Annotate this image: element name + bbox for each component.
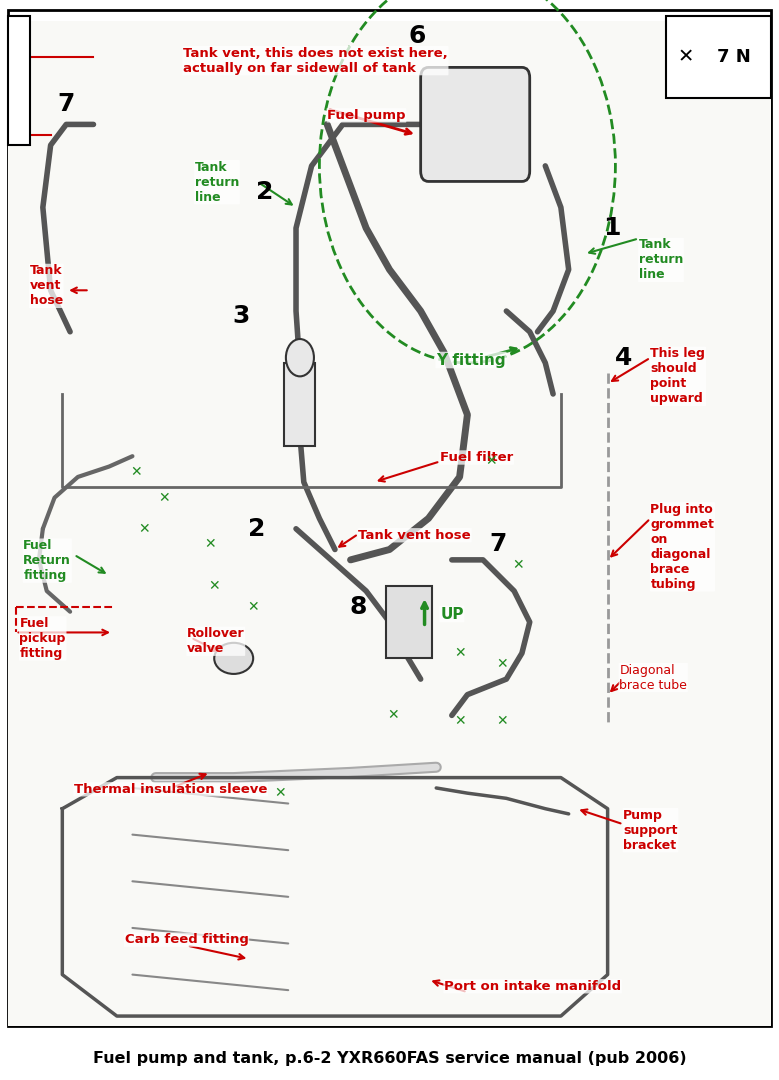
Text: Tank
vent
hose: Tank vent hose (30, 265, 63, 308)
Text: Thermal insulation sleeve: Thermal insulation sleeve (74, 783, 267, 796)
Text: ✕: ✕ (678, 48, 694, 67)
Text: ✕: ✕ (131, 464, 142, 478)
Text: Tank
return
line: Tank return line (639, 239, 683, 282)
Text: 6: 6 (408, 24, 425, 49)
Text: 7: 7 (490, 532, 507, 556)
Bar (284, 363, 315, 446)
Text: Tank vent hose: Tank vent hose (358, 529, 471, 542)
Text: ✕: ✕ (248, 599, 259, 613)
Text: Fuel pump and tank, p.6-2 YXR660FAS service manual (pub 2006): Fuel pump and tank, p.6-2 YXR660FAS serv… (93, 1051, 686, 1066)
Text: Y fitting: Y fitting (436, 352, 506, 367)
Text: Carb feed fitting: Carb feed fitting (125, 933, 249, 946)
Text: 2: 2 (249, 516, 266, 541)
Text: Fuel filter: Fuel filter (440, 451, 513, 464)
Text: Fuel
Return
fitting: Fuel Return fitting (23, 539, 71, 582)
Text: Tank vent, this does not exist here,
actually on far sidewall of tank: Tank vent, this does not exist here, act… (183, 46, 448, 75)
Text: 7 N: 7 N (717, 48, 750, 66)
Text: ✕: ✕ (158, 490, 169, 504)
Bar (666, 15, 771, 98)
Text: ✕: ✕ (513, 558, 523, 572)
Text: This leg
should
point
upward: This leg should point upward (650, 348, 705, 405)
Text: Diagonal
brace tube: Diagonal brace tube (619, 663, 687, 691)
Ellipse shape (214, 643, 253, 674)
Text: Plug into
grommet
on
diagonal
brace
tubing: Plug into grommet on diagonal brace tubi… (650, 503, 714, 591)
Text: UP: UP (440, 607, 464, 621)
Text: ✕: ✕ (454, 646, 465, 660)
Text: Fuel
pickup
fitting: Fuel pickup fitting (19, 617, 66, 660)
Text: ✕: ✕ (497, 657, 508, 671)
Text: ✕: ✕ (139, 522, 150, 536)
Text: Tank
return
line: Tank return line (195, 161, 239, 204)
Text: 2: 2 (256, 179, 273, 204)
Text: Port on intake manifold: Port on intake manifold (444, 980, 621, 993)
Text: Rollover
valve: Rollover valve (187, 627, 245, 656)
Text: ✕: ✕ (485, 455, 496, 469)
Bar (8, 15, 30, 145)
Text: 8: 8 (350, 594, 367, 619)
Text: 7: 7 (58, 92, 75, 116)
Text: ✕: ✕ (454, 714, 465, 728)
Text: ✕: ✕ (209, 579, 220, 593)
Text: Fuel pump: Fuel pump (327, 109, 406, 122)
Text: Pump
support
bracket: Pump support bracket (623, 809, 678, 852)
Text: 1: 1 (603, 216, 620, 240)
Text: 3: 3 (233, 305, 250, 328)
Text: ✕: ✕ (388, 708, 399, 723)
Text: ✕: ✕ (275, 786, 286, 800)
Circle shape (286, 339, 314, 376)
FancyBboxPatch shape (421, 67, 530, 181)
Text: ✕: ✕ (497, 714, 508, 728)
Text: ✕: ✕ (205, 538, 216, 551)
Bar (386, 585, 432, 659)
Text: 4: 4 (615, 346, 632, 369)
